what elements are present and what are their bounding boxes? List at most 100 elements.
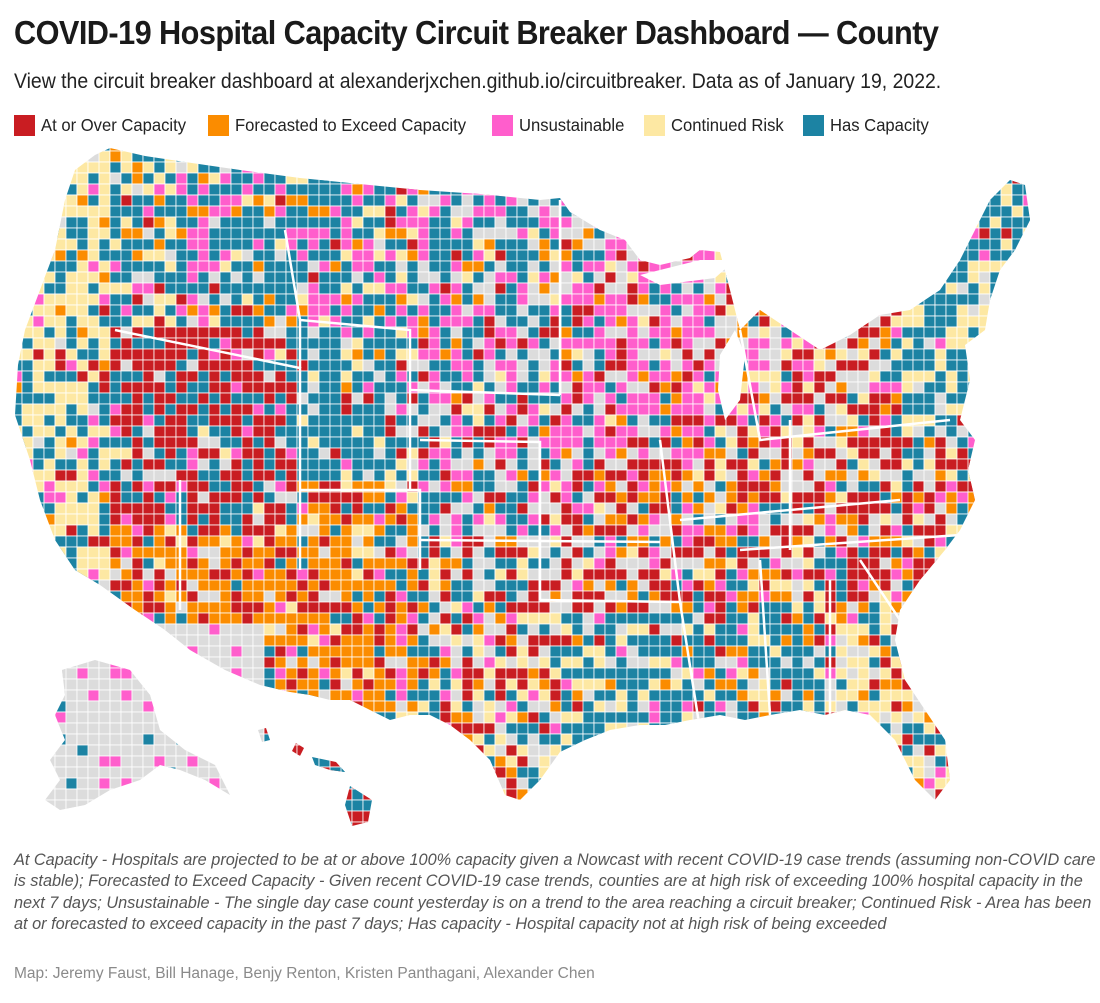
- county-cell: [483, 359, 496, 372]
- county-cell: [450, 194, 463, 207]
- county-cell: [791, 667, 804, 680]
- county-cell: [604, 337, 617, 350]
- county-cell: [65, 148, 78, 152]
- county-cell: [208, 161, 221, 174]
- county-cell: [340, 667, 353, 680]
- county-cell: [472, 557, 485, 570]
- county-cell: [164, 148, 177, 152]
- county-cell: [241, 150, 254, 163]
- county-cell: [98, 568, 111, 581]
- county-cell: [461, 304, 474, 317]
- county-cell: [417, 315, 430, 328]
- county-cell: [813, 150, 826, 163]
- county-cell: [285, 216, 298, 229]
- county-cell: [164, 260, 177, 273]
- county-cell: [307, 447, 320, 460]
- county-cell: [593, 601, 606, 614]
- county-cell: [208, 546, 221, 559]
- county-cell: [351, 546, 364, 559]
- county-cell: [1034, 162, 1045, 173]
- county-cell: [681, 546, 694, 559]
- county-cell: [1078, 547, 1089, 558]
- county-cell: [813, 480, 826, 493]
- county-cell: [538, 293, 551, 306]
- county-cell: [758, 590, 771, 603]
- county-cell: [989, 359, 1002, 372]
- county-cell: [967, 458, 980, 471]
- county-cell: [912, 271, 925, 284]
- county-cell: [318, 546, 331, 559]
- county-cell: [384, 238, 397, 251]
- county-cell: [472, 458, 485, 471]
- county-cell: [153, 150, 166, 163]
- county-cell: [681, 282, 694, 295]
- county-cell: [351, 656, 364, 669]
- county-cell: [483, 557, 496, 570]
- county-cell: [1078, 349, 1089, 360]
- county-cell: [241, 634, 254, 647]
- county-cell: [307, 612, 320, 625]
- county-cell: [197, 370, 210, 383]
- county-cell: [582, 326, 595, 339]
- county-cell: [494, 183, 507, 196]
- county-cell: [1000, 568, 1013, 581]
- county-cell: [560, 348, 573, 361]
- county-cell: [868, 183, 881, 196]
- county-cell: [1000, 381, 1024, 394]
- county-cell: [989, 425, 1002, 438]
- county-cell: [351, 535, 364, 548]
- county-cell: [890, 304, 903, 317]
- county-cell: [527, 205, 540, 218]
- county-cell: [76, 590, 100, 603]
- county-cell: [318, 227, 331, 240]
- county-cell: [120, 513, 133, 526]
- county-cell: [1045, 635, 1067, 646]
- county-cell: [307, 414, 320, 427]
- county-cell: [384, 315, 397, 328]
- county-cell: [340, 557, 353, 570]
- county-cell: [1056, 327, 1067, 338]
- county-cell: [703, 590, 716, 603]
- county-cell: [901, 568, 914, 581]
- county-cell: [263, 502, 276, 515]
- county-cell: [285, 535, 298, 548]
- county-cell: [681, 480, 694, 493]
- county-cell: [461, 458, 474, 471]
- county-cell: [450, 150, 463, 163]
- county-cell: [692, 579, 705, 592]
- county-cell: [516, 678, 529, 691]
- county-cell: [274, 557, 287, 570]
- county-cell: [21, 148, 34, 152]
- county-cell: [1045, 591, 1056, 602]
- county-cell: [21, 227, 34, 240]
- county-cell: [615, 304, 628, 317]
- county-cell: [747, 359, 760, 372]
- county-cell: [461, 568, 474, 581]
- county-cell: [329, 667, 342, 680]
- county-cell: [153, 447, 166, 460]
- county-cell: [54, 348, 67, 361]
- county-cell: [406, 601, 419, 614]
- county-cell: [15, 612, 23, 625]
- county-cell: [483, 667, 496, 680]
- county-cell: [494, 656, 507, 669]
- county-cell: [406, 513, 419, 526]
- county-cell: [725, 282, 738, 295]
- county-cell: [65, 238, 78, 251]
- county-cell: [923, 172, 936, 185]
- county-cell: [681, 304, 694, 317]
- county-cell: [15, 260, 23, 273]
- county-cell: [637, 161, 650, 174]
- county-cell: [1000, 183, 1013, 196]
- county-cell: [15, 337, 23, 350]
- county-cell: [263, 601, 276, 614]
- county-cell: [120, 183, 133, 196]
- county-cell: [483, 491, 496, 504]
- county-cell: [318, 414, 331, 427]
- county-cell: [241, 447, 254, 460]
- county-cell: [681, 293, 694, 306]
- county-cell: [846, 293, 859, 306]
- county-cell: [483, 458, 496, 471]
- county-cell: [153, 634, 166, 647]
- county-cell: [978, 271, 991, 284]
